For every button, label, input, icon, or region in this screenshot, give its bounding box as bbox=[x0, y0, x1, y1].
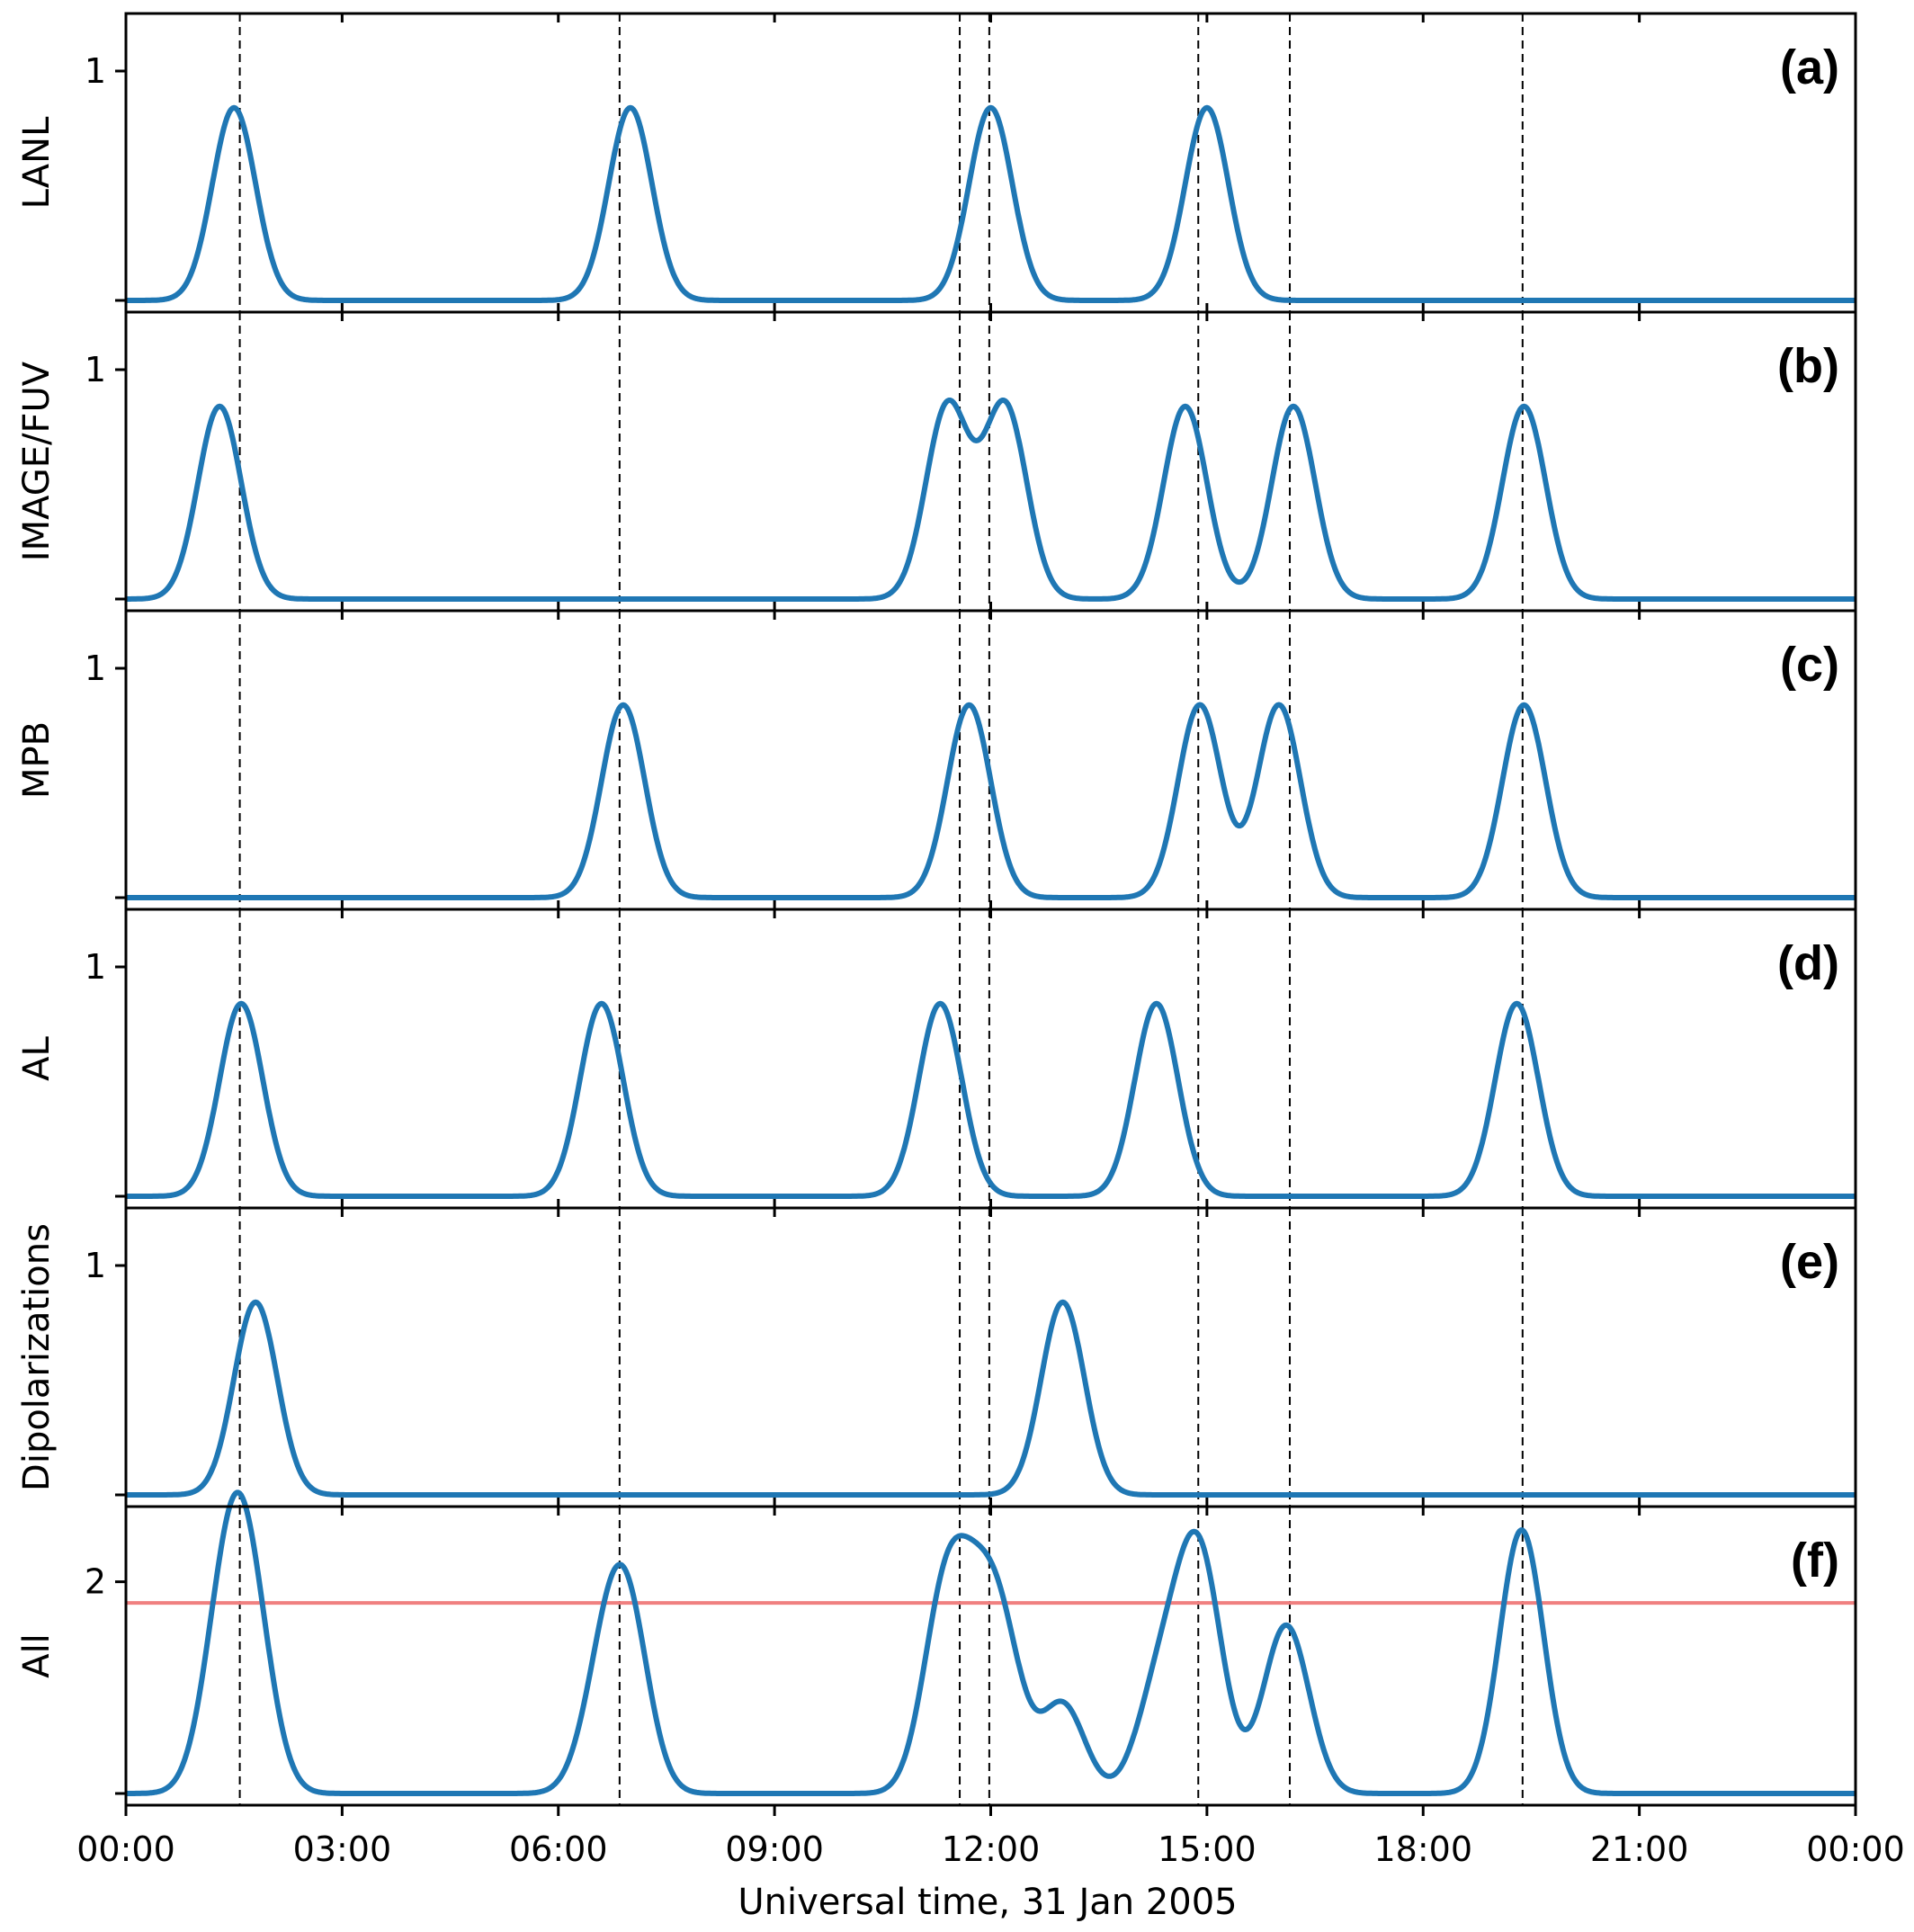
y-tick-label: 2 bbox=[85, 1562, 106, 1602]
x-tick-label: 06:00 bbox=[509, 1829, 608, 1869]
panel-frame bbox=[124, 1206, 1857, 1508]
y-tick-label: 1 bbox=[85, 51, 106, 91]
panel-e: 1 Dipolarizations (e) bbox=[16, 1206, 1857, 1508]
x-tick-label: 00:00 bbox=[76, 1829, 175, 1869]
panel-frame bbox=[124, 310, 1857, 613]
series-line bbox=[124, 702, 1857, 900]
panel-letter: (b) bbox=[1777, 339, 1839, 393]
series-line bbox=[124, 1299, 1857, 1498]
panel-c: 1 MPB (c) bbox=[16, 609, 1857, 911]
y-tick-label: 1 bbox=[85, 1246, 106, 1285]
series-line bbox=[124, 104, 1857, 303]
panel-frame bbox=[124, 1505, 1857, 1807]
y-axis-label: Dipolarizations bbox=[16, 1223, 58, 1491]
panel-letter: (e) bbox=[1780, 1235, 1839, 1289]
series-line bbox=[124, 398, 1857, 602]
x-tick-label: 00:00 bbox=[1806, 1829, 1905, 1869]
x-tick-label: 09:00 bbox=[725, 1829, 824, 1869]
series-line bbox=[124, 1489, 1857, 1796]
y-axis-label: AL bbox=[16, 1035, 58, 1080]
y-axis-label: LANL bbox=[16, 116, 58, 209]
panel-letter: (c) bbox=[1780, 638, 1839, 692]
x-tick-label: 21:00 bbox=[1590, 1829, 1689, 1869]
x-tick-label: 15:00 bbox=[1158, 1829, 1257, 1869]
panel-b: 1 IMAGE/FUV (b) bbox=[16, 310, 1857, 613]
panel-a: 1 LANL (a) bbox=[16, 12, 1857, 314]
y-tick-label: 1 bbox=[85, 350, 106, 389]
panel-d: 1 AL (d) bbox=[16, 908, 1857, 1210]
x-tick-label: 03:00 bbox=[293, 1829, 392, 1869]
panel-frame bbox=[124, 908, 1857, 1210]
x-axis-label: Universal time, 31 Jan 2005 bbox=[738, 1882, 1237, 1923]
panel-f: 2 All (f) bbox=[16, 1489, 1857, 1816]
y-axis-label: IMAGE/FUV bbox=[16, 361, 58, 561]
series-line bbox=[124, 1000, 1857, 1199]
y-tick-label: 1 bbox=[85, 648, 106, 688]
y-axis-label: All bbox=[16, 1633, 58, 1678]
panel-letter: (a) bbox=[1780, 40, 1839, 94]
panel-letter: (d) bbox=[1777, 936, 1839, 990]
panel-letter: (f) bbox=[1791, 1534, 1839, 1588]
panel-frame bbox=[124, 609, 1857, 911]
x-tick-label: 12:00 bbox=[942, 1829, 1041, 1869]
y-tick-label: 1 bbox=[85, 947, 106, 987]
panel-frame bbox=[124, 12, 1857, 314]
x-tick-label: 18:00 bbox=[1373, 1829, 1472, 1869]
y-axis-label: MPB bbox=[16, 721, 58, 799]
